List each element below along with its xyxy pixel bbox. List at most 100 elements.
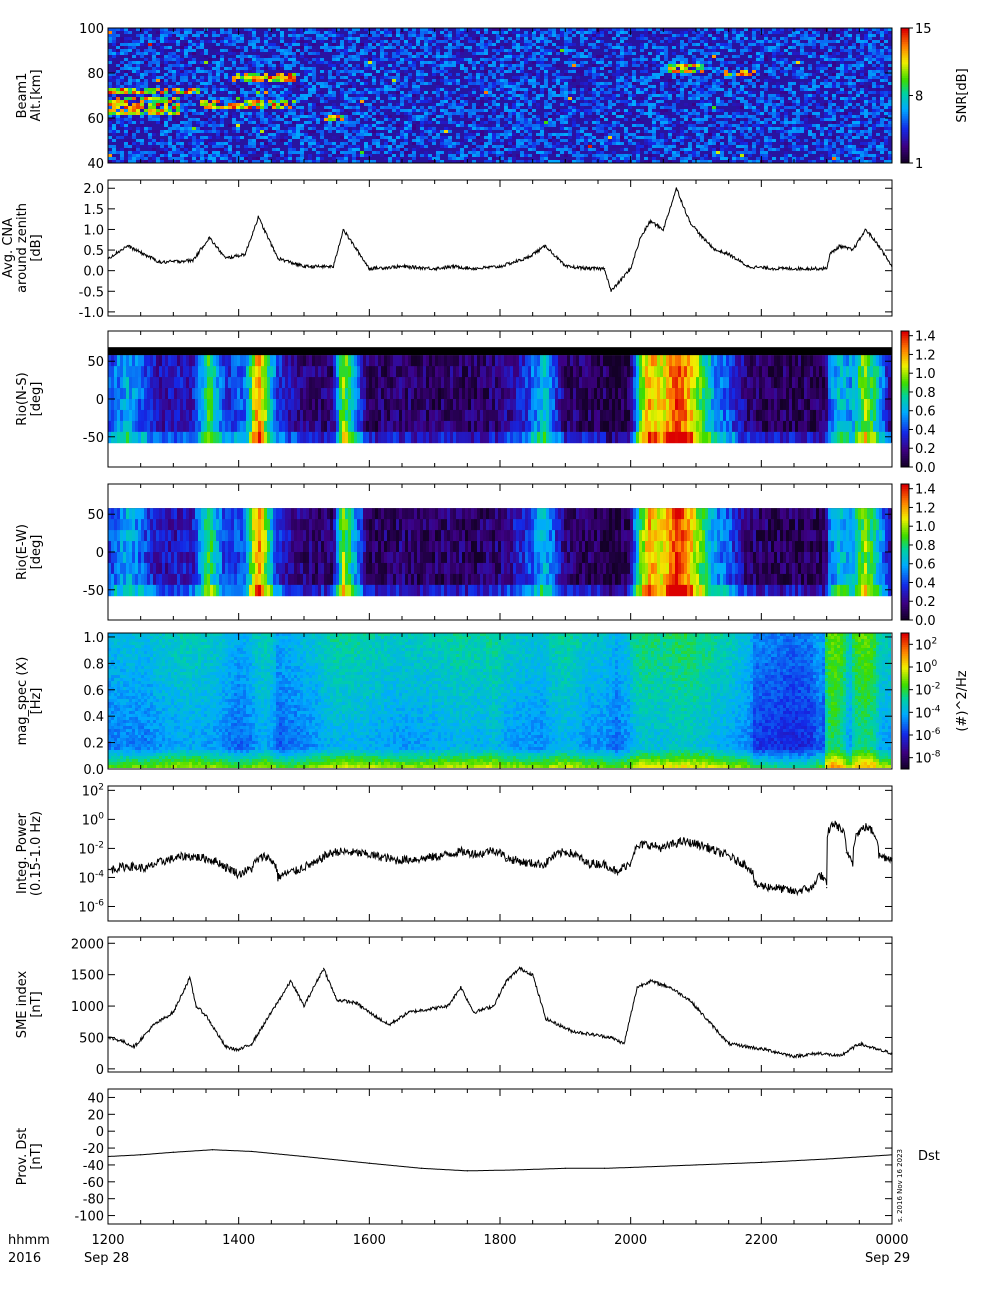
cna-ylabel: around zenith bbox=[15, 203, 30, 293]
dst-data-point bbox=[303, 1155, 305, 1158]
integ-power-data-point bbox=[355, 852, 357, 854]
sme-data-point bbox=[225, 1046, 227, 1048]
dst-ytick-label: 40 bbox=[87, 1091, 104, 1106]
cna-data-point bbox=[688, 220, 691, 222]
sme-data-point bbox=[858, 1043, 860, 1045]
dst-ytick-label: -60 bbox=[83, 1176, 104, 1191]
integ-power-data-point bbox=[205, 857, 207, 860]
mag-spec-colorbar-tick: 10-4 bbox=[915, 704, 941, 721]
x-tick-label: 2000 bbox=[614, 1233, 647, 1248]
mag-spec-ytick-label: 1.0 bbox=[83, 631, 104, 646]
cna-data-point bbox=[342, 228, 344, 231]
x-axis-date-start: Sep 28 bbox=[84, 1251, 129, 1266]
cna-data-point bbox=[826, 268, 828, 270]
x-tick-label: 1400 bbox=[222, 1233, 255, 1248]
rio-ns-ytick-label: 0 bbox=[96, 393, 104, 408]
rio-ns-colorbar-tick: 1.0 bbox=[915, 367, 936, 382]
cna-data-point bbox=[401, 265, 403, 268]
cna-data-point bbox=[701, 237, 704, 239]
rio-ew-ylabel: Rio(E-W) bbox=[15, 524, 30, 580]
cna-data-point bbox=[829, 253, 831, 255]
sme-data-point bbox=[205, 1014, 207, 1017]
integ-power-data-point bbox=[630, 862, 632, 864]
dst-ytick-label: -20 bbox=[83, 1142, 104, 1157]
snr-ylabel: Alt.[km] bbox=[29, 69, 44, 121]
integ-power-ytick-label: 10-6 bbox=[78, 898, 104, 915]
sme-data-point bbox=[728, 1043, 730, 1045]
sme-data-point bbox=[368, 1011, 370, 1013]
integ-power-data-point bbox=[316, 862, 318, 864]
mag-spec-ytick-label: 0.4 bbox=[83, 710, 104, 725]
dst-data-point bbox=[760, 1161, 762, 1164]
dst-data-point bbox=[695, 1164, 697, 1166]
rio-ns-colorbar-tick: 0.6 bbox=[915, 405, 936, 420]
rio-ew-heatmap-cells bbox=[108, 508, 892, 597]
integ-power-data-point bbox=[127, 865, 129, 867]
sme-ylabel: SME index bbox=[15, 971, 30, 1039]
cna-ytick-label: -0.5 bbox=[79, 285, 104, 300]
snr-ytick-label: 80 bbox=[87, 67, 104, 82]
cna-data-point bbox=[662, 228, 664, 231]
rio-ew-colorbar bbox=[900, 483, 910, 621]
rio-ns-ylabel: [deg] bbox=[29, 382, 44, 417]
sme-data-point bbox=[303, 1005, 305, 1007]
sme-data-point bbox=[290, 980, 292, 982]
sme-data-point bbox=[505, 980, 508, 982]
sme-ytick-label: 1000 bbox=[71, 1000, 104, 1015]
sme-data-point bbox=[270, 1011, 272, 1013]
cna-data-point bbox=[675, 187, 678, 189]
sme-data-point bbox=[532, 974, 534, 976]
dst-series-label: Dst bbox=[918, 1149, 940, 1164]
cna-data-point bbox=[545, 245, 547, 247]
cna-data-point bbox=[127, 245, 129, 247]
dst-data-point bbox=[251, 1150, 253, 1153]
integ-power-data-point bbox=[819, 874, 821, 876]
sme-data-point bbox=[189, 977, 191, 979]
integ-power-data-point bbox=[773, 886, 776, 889]
rio-ns-ytick-label: 50 bbox=[87, 355, 104, 370]
sme-data-point bbox=[623, 1043, 625, 1045]
mag-spec-colorbar bbox=[900, 632, 910, 770]
dst-data-point bbox=[172, 1151, 174, 1153]
cna-data-point bbox=[610, 290, 612, 292]
sme-data-point bbox=[610, 1036, 612, 1039]
integ-power-data-point bbox=[852, 862, 854, 864]
sme-data-point bbox=[747, 1046, 749, 1048]
integ-power-data-point bbox=[277, 876, 279, 879]
integ-power-ytick-label: 10-2 bbox=[78, 840, 104, 857]
sme-ylabel: [nT] bbox=[29, 991, 44, 1017]
snr-ytick-label: 40 bbox=[87, 157, 104, 172]
sme-data-point bbox=[407, 1011, 410, 1013]
cna-data-point bbox=[639, 237, 642, 239]
cna-data-point bbox=[323, 265, 325, 268]
sme-ytick-label: 1500 bbox=[71, 969, 104, 984]
cna-data-point bbox=[878, 245, 880, 247]
integ-power-data-point bbox=[865, 826, 867, 828]
rio-ns-colorbar-tick: 0.8 bbox=[915, 386, 936, 401]
cna-data-point bbox=[799, 268, 802, 270]
rio-ew-colorbar-tick: 0.2 bbox=[915, 595, 936, 610]
cna-data-point bbox=[773, 268, 776, 270]
mag-spec-colorbar-label: (#)^2/Hz bbox=[955, 670, 970, 731]
x-tick-label: 0000 bbox=[875, 1233, 908, 1248]
mag-spec-colorbar-tick: 100 bbox=[915, 659, 938, 676]
rio-ew-colorbar-tick: 0.0 bbox=[915, 614, 936, 629]
sme-data-point bbox=[427, 1008, 429, 1010]
rio-ew-colorbar-tick: 1.4 bbox=[915, 483, 936, 498]
sme-data-point bbox=[447, 1005, 449, 1007]
cna-panel: -1.0 -0.5 0.0 0.5 1.0 1.5 2.0 Avg. CNA around ze… bbox=[1, 179, 893, 321]
integ-power-data-point bbox=[545, 863, 547, 865]
dst-data-point bbox=[466, 1170, 468, 1172]
cna-data-point bbox=[525, 257, 527, 259]
cna-data-point bbox=[368, 268, 370, 270]
rio-ns-ytick-label: -50 bbox=[83, 431, 104, 446]
integ-power-data-point bbox=[296, 869, 299, 872]
sme-data-point bbox=[669, 986, 671, 988]
x-tick-label: 1800 bbox=[483, 1233, 516, 1248]
x-tick-label: 1600 bbox=[353, 1233, 386, 1248]
dst-ytick-label: -100 bbox=[74, 1210, 104, 1225]
cna-data-point bbox=[434, 268, 436, 270]
integ-power-data-point bbox=[264, 855, 266, 857]
sme-data-point bbox=[251, 1043, 253, 1045]
